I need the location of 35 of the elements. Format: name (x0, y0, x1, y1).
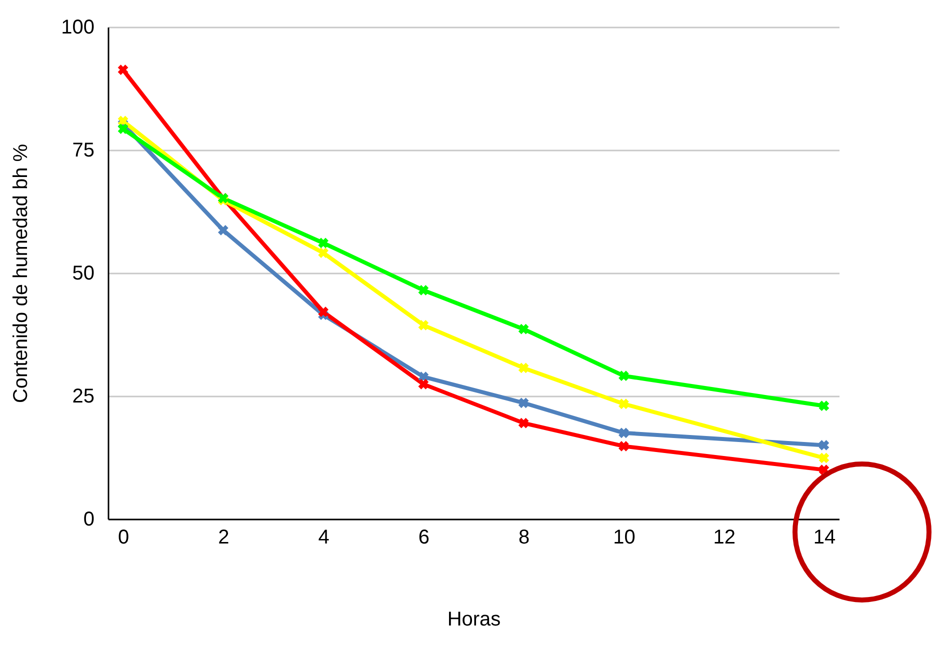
x-tick-label: 2 (218, 526, 230, 548)
x-tick-label: 14 (813, 526, 836, 548)
point (418, 285, 429, 296)
x-tick-label: 4 (318, 526, 330, 548)
point (518, 418, 529, 428)
x-tick-label: 8 (518, 526, 530, 548)
point (618, 398, 629, 410)
point (318, 248, 328, 258)
point (618, 370, 629, 382)
point (618, 440, 629, 452)
x-tick-label: 10 (613, 526, 636, 548)
point (518, 398, 529, 408)
y-tick-label: 100 (61, 16, 94, 38)
x-tick-label: 12 (713, 526, 736, 548)
point (818, 400, 830, 412)
point (318, 306, 328, 318)
x-tick-label: 6 (418, 526, 430, 548)
y-tick-label: 25 (72, 386, 94, 408)
point (618, 428, 629, 438)
point (118, 64, 128, 75)
point (818, 440, 830, 450)
y-tick-label: 0 (83, 508, 94, 530)
y-tick-label: 50 (72, 262, 94, 284)
y-axis-title: Contenido de humedad bh % (10, 144, 32, 404)
x-tick-label: 0 (118, 526, 130, 548)
point (818, 452, 830, 464)
y-tick-label: 75 (72, 140, 94, 162)
point (518, 324, 529, 334)
point (418, 320, 429, 330)
point (118, 124, 128, 134)
point (518, 362, 529, 374)
point (418, 379, 429, 390)
x-axis-title: Horas (447, 608, 501, 630)
point (218, 225, 228, 236)
point (318, 238, 328, 248)
